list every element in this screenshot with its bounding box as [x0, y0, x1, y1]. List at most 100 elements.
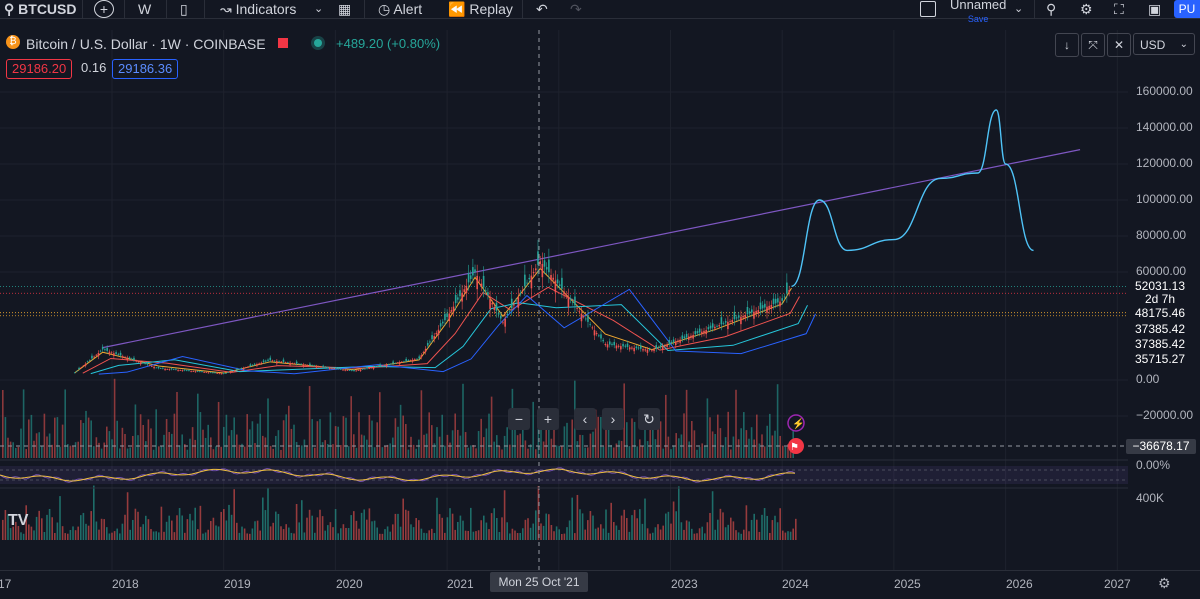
candle-body: [532, 272, 535, 274]
volume-bar: [787, 444, 789, 458]
candle-body: [351, 369, 353, 371]
price-tick-label: 100000.00: [1136, 192, 1193, 206]
flag-icon[interactable]: [278, 38, 288, 48]
candle-body: [681, 335, 684, 339]
volume-bar: [74, 442, 77, 458]
volume-bar: [316, 421, 319, 458]
volume-pane-bar: [483, 515, 485, 540]
volume-pane-bar: [753, 513, 755, 540]
compare-add-icon[interactable]: +: [94, 0, 114, 18]
time-axis[interactable]: [0, 570, 1200, 599]
volume-pane-bar: [451, 513, 454, 540]
candle-body: [157, 367, 160, 369]
volume-bar: [202, 429, 204, 458]
volume-pane-bar: [100, 518, 103, 540]
candle-body: [598, 335, 600, 337]
price-chart[interactable]: ⚡ ⚑: [0, 30, 1128, 570]
candle-body: [716, 325, 718, 327]
volume-pane-bar: [730, 517, 732, 540]
volume-bar: [254, 443, 256, 458]
volume-pane-bar: [77, 526, 79, 540]
interval-button[interactable]: W: [138, 1, 152, 17]
publish-button[interactable]: PU: [1174, 0, 1200, 18]
crosshair-price-label: −36678.17: [1126, 439, 1196, 454]
volume-pane-bar: [314, 532, 316, 540]
chevron-down-icon[interactable]: ⌄: [314, 3, 324, 15]
layout-grid-icon[interactable]: ▦: [338, 1, 352, 17]
ask-price[interactable]: 29186.36: [112, 59, 179, 79]
arrow-down-icon[interactable]: ↓: [1055, 33, 1079, 57]
chart-grid: [0, 30, 1128, 570]
scroll-right-button[interactable]: ›: [602, 408, 624, 430]
candle-body: [606, 344, 609, 348]
candle-body: [242, 367, 245, 370]
layout-square-icon[interactable]: [920, 1, 936, 17]
candle-body: [76, 370, 78, 372]
candle-body: [233, 370, 236, 372]
volume-bar: [290, 428, 293, 458]
volume-bar: [236, 434, 238, 458]
rewind-icon: ⏪: [448, 1, 466, 17]
candle-body: [539, 261, 541, 265]
candle-body: [617, 345, 620, 347]
fullscreen-icon[interactable]: ⛶: [1114, 1, 1124, 17]
redo-icon[interactable]: ↷: [570, 1, 582, 17]
currency-select[interactable]: USD ⌄: [1133, 33, 1195, 55]
volume-pane-bar: [199, 505, 202, 540]
volume-pane-bar: [290, 532, 293, 540]
volume-pane-bar: [360, 512, 363, 540]
candle-body: [528, 277, 531, 280]
candle-body: [311, 365, 313, 366]
symbol-search[interactable]: ⚲ BTCUSD: [4, 0, 77, 18]
close-icon[interactable]: ✕: [1107, 33, 1131, 57]
volume-bar: [241, 443, 243, 458]
camera-icon[interactable]: ▣: [1148, 1, 1162, 17]
candle-body: [133, 357, 135, 360]
candle-body: [737, 315, 740, 318]
volume-pane-bar: [691, 528, 693, 540]
volume-bar: [597, 416, 599, 458]
volume-bar: [225, 414, 228, 458]
zoom-out-button[interactable]: −: [508, 408, 530, 430]
volume-pane-bar: [602, 528, 605, 540]
collapse-icon[interactable]: ⤧: [1081, 33, 1105, 57]
volume-bar: [85, 410, 87, 458]
candle-body: [696, 331, 699, 334]
volume-pane-bar: [636, 518, 638, 540]
volume-pane-bar: [106, 527, 108, 540]
replay-button[interactable]: ⏪ Replay: [448, 0, 513, 18]
volume-pane-bar: [20, 532, 22, 540]
bid-price[interactable]: 29186.20: [6, 59, 73, 79]
quick-search-icon[interactable]: ⚲: [1046, 1, 1057, 17]
candle-body: [541, 263, 544, 278]
layout-name-button[interactable]: Unnamed Save: [950, 0, 1006, 24]
volume-pane-bar: [646, 528, 649, 540]
candle-body: [672, 339, 675, 343]
chevron-down-icon[interactable]: ⌄: [1014, 3, 1024, 15]
zoom-in-button[interactable]: +: [537, 408, 559, 430]
candle-body: [448, 313, 451, 322]
volume-pane-bar: [116, 528, 118, 540]
candle-body: [576, 308, 578, 309]
axis-settings-gear-icon[interactable]: ⚙: [1158, 575, 1171, 591]
indicators-button[interactable]: ↝ Indicators: [220, 0, 296, 18]
volume-pane-bar: [316, 517, 319, 540]
volume-bar: [363, 435, 365, 458]
volume-bar: [636, 446, 638, 458]
candles-icon[interactable]: ▯: [180, 1, 188, 17]
settings-gear-icon[interactable]: ⚙: [1080, 1, 1093, 17]
symbol-title[interactable]: Bitcoin / U.S. Dollar · 1W · COINBASE: [26, 36, 266, 52]
candle-body: [383, 365, 386, 366]
scroll-left-button[interactable]: ‹: [574, 408, 596, 430]
alert-button[interactable]: ◷ Alert: [378, 0, 422, 18]
undo-icon[interactable]: ↶: [536, 1, 548, 17]
candle-body: [692, 334, 694, 339]
reset-chart-button[interactable]: ↻: [638, 408, 660, 430]
candle-body: [175, 368, 177, 370]
candle-body: [249, 364, 252, 366]
candle-body: [407, 360, 410, 361]
volume-bar: [683, 413, 685, 458]
candle-body: [335, 367, 338, 369]
volume-bar: [303, 439, 306, 458]
volume-bar: [514, 412, 516, 458]
